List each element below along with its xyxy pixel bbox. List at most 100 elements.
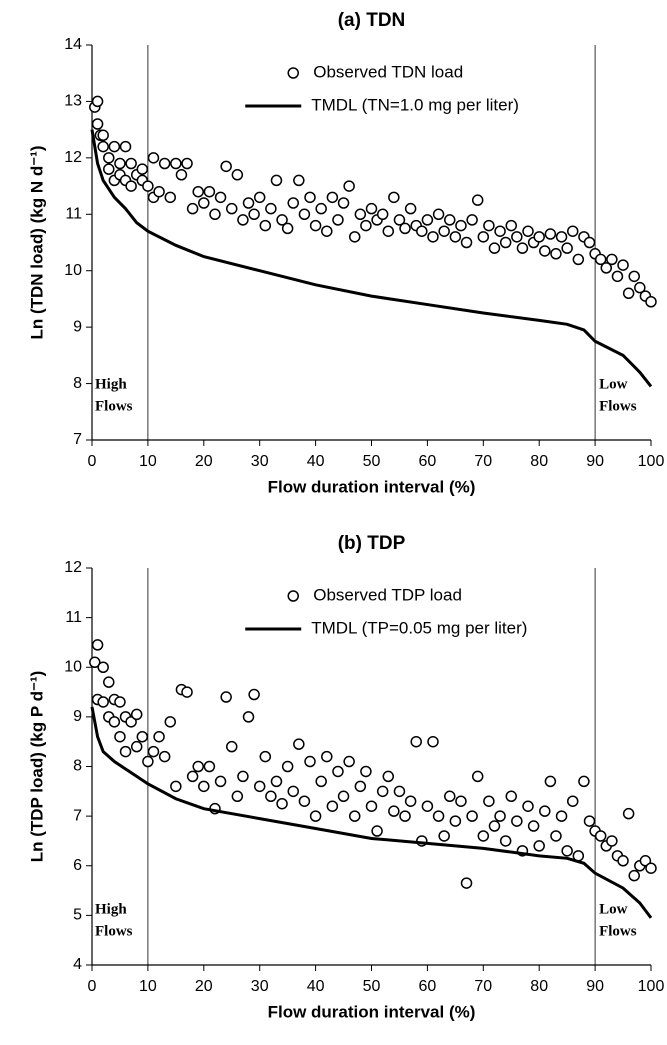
observed-point <box>287 197 299 209</box>
observed-point <box>125 180 137 192</box>
observed-point <box>265 202 277 215</box>
y-tick-label: 14 <box>64 36 82 53</box>
observed-point <box>594 253 607 266</box>
x-tick-label: 20 <box>195 978 213 995</box>
observed-point <box>125 716 137 728</box>
observed-point <box>103 163 115 175</box>
observed-point <box>181 686 193 698</box>
x-tick-label: 50 <box>363 978 381 995</box>
observed-point <box>97 140 109 153</box>
observed-point <box>326 191 339 204</box>
observed-point <box>97 129 109 142</box>
flow-note: Flows <box>599 923 637 939</box>
observed-point <box>449 815 462 827</box>
observed-point <box>499 835 512 847</box>
observed-point <box>483 219 495 232</box>
observed-point <box>164 191 177 204</box>
observed-point <box>237 214 249 226</box>
observed-point <box>248 688 260 701</box>
observed-point <box>639 855 652 867</box>
y-tick-label: 12 <box>64 559 82 576</box>
observed-point <box>214 191 227 204</box>
observed-point <box>477 231 490 243</box>
observed-point <box>583 815 596 827</box>
observed-point <box>293 174 305 187</box>
y-tick-label: 11 <box>65 206 82 223</box>
observed-point <box>533 231 545 243</box>
observed-point <box>494 810 506 822</box>
x-axis-title: Flow duration interval (%) <box>268 1002 476 1021</box>
x-tick-label: 40 <box>307 978 325 995</box>
legend-label: TMDL (TP=0.05 mg per liter) <box>311 618 527 637</box>
observed-point <box>376 785 389 798</box>
observed-point <box>550 830 562 842</box>
observed-point <box>471 770 484 783</box>
panel: (a) TDN 7 8 9 10 11 12 13 14 0 10 20 30 40 50 60 70 80 90 1… <box>27 10 664 496</box>
observed-point <box>388 191 400 204</box>
observed-point <box>181 157 193 170</box>
observed-point <box>281 222 294 235</box>
observed-point <box>309 810 322 822</box>
observed-point <box>382 225 395 237</box>
observed-point <box>376 208 389 221</box>
observed-point <box>622 807 635 820</box>
observed-point <box>298 208 311 221</box>
x-tick-label: 10 <box>139 978 157 995</box>
observed-point <box>304 191 316 204</box>
observed-point <box>393 785 406 798</box>
observed-point <box>360 765 372 778</box>
observed-point <box>220 691 232 703</box>
observed-point <box>388 805 400 817</box>
observed-point <box>136 730 149 743</box>
observed-point <box>611 270 624 283</box>
observed-point <box>511 815 523 827</box>
observed-point <box>432 208 445 221</box>
y-tick-label: 5 <box>73 907 82 924</box>
observed-point <box>561 845 573 857</box>
observed-point <box>505 790 517 803</box>
observed-point <box>622 287 635 300</box>
observed-point <box>516 242 529 254</box>
observed-point <box>170 780 182 793</box>
observed-point <box>594 830 607 842</box>
observed-point <box>427 735 439 748</box>
observed-point <box>399 222 411 235</box>
observed-point <box>343 755 355 768</box>
y-tick-label: 7 <box>73 807 82 824</box>
observed-point <box>119 745 132 758</box>
observed-point <box>231 169 244 181</box>
observed-point <box>315 775 327 788</box>
observed-point <box>125 157 137 170</box>
observed-point <box>438 225 450 237</box>
observed-point <box>382 770 395 783</box>
observed-point <box>170 157 182 170</box>
observed-point <box>242 711 255 723</box>
observed-point <box>634 281 646 294</box>
observed-point <box>539 805 551 817</box>
observed-point <box>281 760 294 773</box>
y-tick-label: 10 <box>64 658 82 675</box>
x-tick-label: 60 <box>419 978 437 995</box>
tmdl-line <box>90 706 653 919</box>
flow-note: Flows <box>95 923 133 939</box>
observed-point <box>103 676 115 688</box>
observed-point <box>365 202 378 215</box>
observed-point <box>416 225 428 237</box>
observed-point <box>628 270 640 283</box>
x-tick-label: 70 <box>474 453 492 470</box>
observed-point <box>142 755 154 768</box>
observed-point <box>360 219 372 232</box>
observed-point <box>209 208 221 221</box>
observed-point <box>192 760 204 773</box>
y-tick-label: 9 <box>73 708 82 725</box>
observed-point <box>332 765 344 778</box>
observed-point <box>114 730 126 743</box>
observed-point <box>550 248 562 260</box>
observed-point <box>198 197 210 209</box>
y-tick-label: 9 <box>73 318 82 335</box>
chart-title: (b) TDP <box>338 533 406 554</box>
observed-point <box>600 262 613 274</box>
observed-point <box>309 219 322 232</box>
observed-point <box>119 140 132 153</box>
observed-point <box>354 780 367 793</box>
